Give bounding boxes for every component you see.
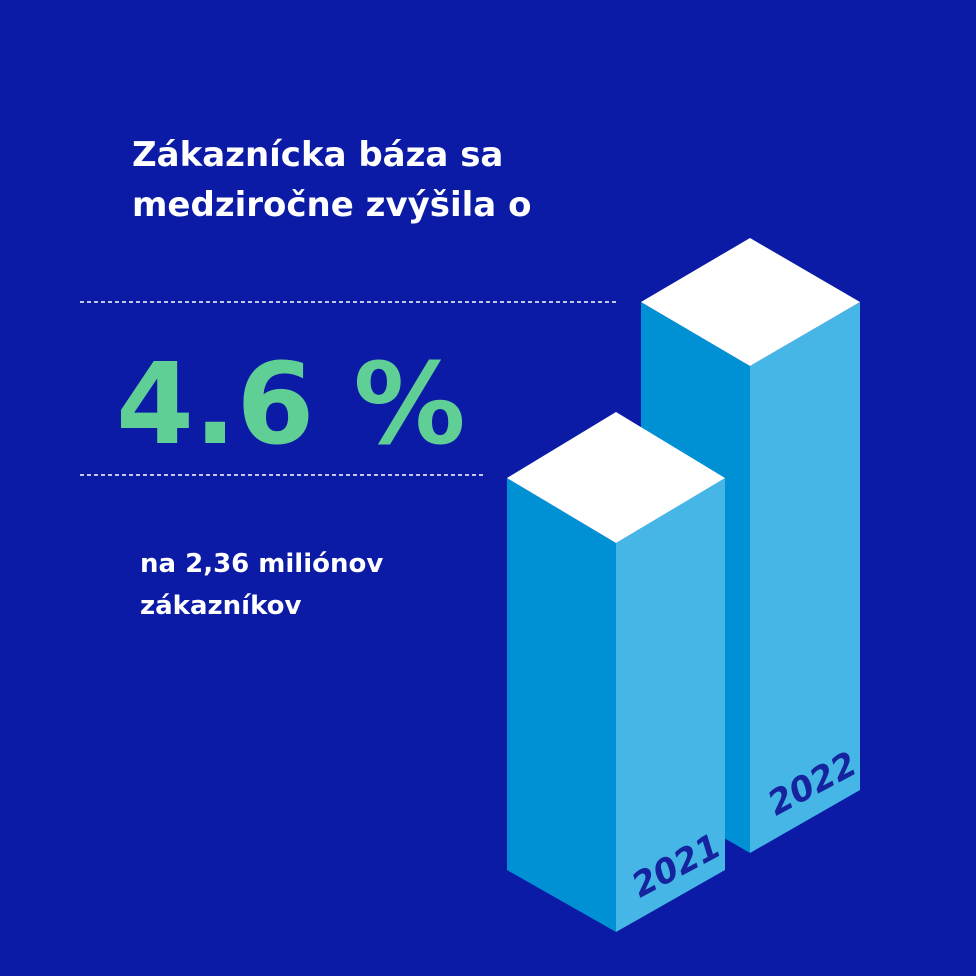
bar-2021: 2021 (507, 412, 728, 932)
bar-top-face (641, 238, 860, 366)
heading-line: medziročne zvýšila o (132, 185, 531, 225)
subtext-line: zákazníkov (140, 591, 302, 621)
heading-line: Zákaznícka báza sa (132, 135, 503, 175)
bar-right-face (750, 302, 860, 853)
bar-top-face (507, 412, 725, 543)
bar-right-face (616, 478, 725, 932)
highlight-value: 4.6 % (116, 340, 466, 470)
subtext-line: na 2,36 miliónov (140, 549, 383, 579)
bar-left-face (507, 478, 616, 932)
